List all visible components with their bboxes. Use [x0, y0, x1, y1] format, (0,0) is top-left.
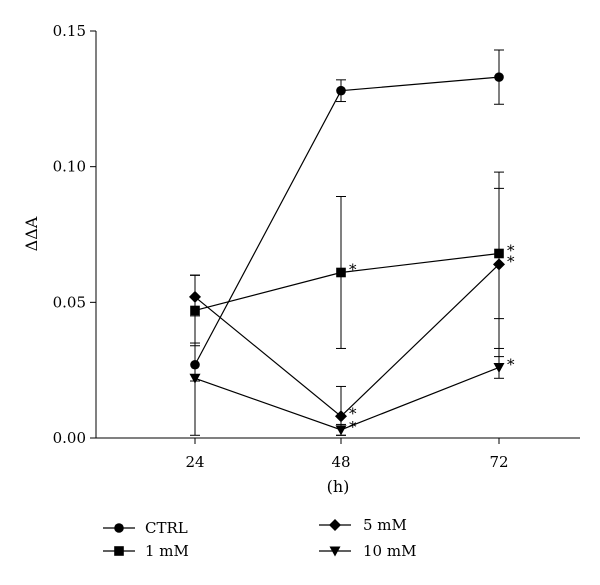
legend-marker: [114, 546, 124, 556]
data-point: [189, 290, 201, 303]
legend-item: 10 mM: [319, 542, 416, 560]
series-1-mm: **: [190, 187, 515, 349]
data-point: [493, 258, 505, 271]
series-10-mm: **: [189, 342, 515, 436]
legend-label: 5 mM: [363, 516, 407, 534]
series-line: [194, 366, 500, 431]
significance-marker: *: [349, 260, 357, 278]
y-axis-label: ΔΔA: [22, 216, 41, 251]
legend-item: 5 mM: [319, 516, 407, 534]
significance-marker: *: [507, 241, 515, 259]
y-ticks: 0.00 0.05 0.10 0.15: [53, 22, 96, 447]
legend-label: 10 mM: [363, 542, 416, 560]
data-point: [335, 410, 347, 423]
significance-marker: *: [349, 404, 357, 422]
data-point: [336, 85, 346, 96]
y-tick-label: 0.10: [53, 158, 86, 176]
significance-marker: *: [507, 355, 515, 373]
legend-label: CTRL: [145, 519, 188, 537]
y-tick-label: 0.15: [53, 22, 86, 40]
series-ctrl: [190, 49, 504, 436]
legend-item: CTRL: [103, 519, 188, 537]
data-point: [336, 267, 346, 278]
plot-area: ******: [189, 49, 515, 436]
series-line: [194, 263, 500, 418]
legend-marker: [329, 546, 341, 557]
significance-marker: *: [507, 252, 515, 270]
data-point: [494, 72, 504, 82]
data-point: [335, 425, 347, 436]
legend-marker: [114, 523, 124, 533]
x-tick-label: 72: [489, 453, 508, 471]
series-line: [194, 76, 500, 366]
y-tick-label: 0.00: [53, 429, 86, 447]
series-line: [194, 252, 500, 312]
legend-item: 1 mM: [103, 542, 189, 560]
x-axis-label: (h): [327, 477, 350, 496]
significance-marker: *: [349, 418, 357, 436]
legend: CTRL 1 mM 5 mM 10 mM: [103, 516, 416, 560]
y-tick-label: 0.05: [53, 293, 86, 311]
data-point: [189, 373, 201, 384]
legend-label: 1 mM: [145, 542, 189, 560]
x-ticks: 24 48 72: [185, 438, 509, 471]
x-tick-label: 24: [185, 453, 204, 471]
data-point: [493, 362, 505, 373]
x-tick-label: 48: [331, 453, 350, 471]
legend-marker: [329, 519, 341, 531]
series-5-mm: **: [189, 171, 515, 436]
